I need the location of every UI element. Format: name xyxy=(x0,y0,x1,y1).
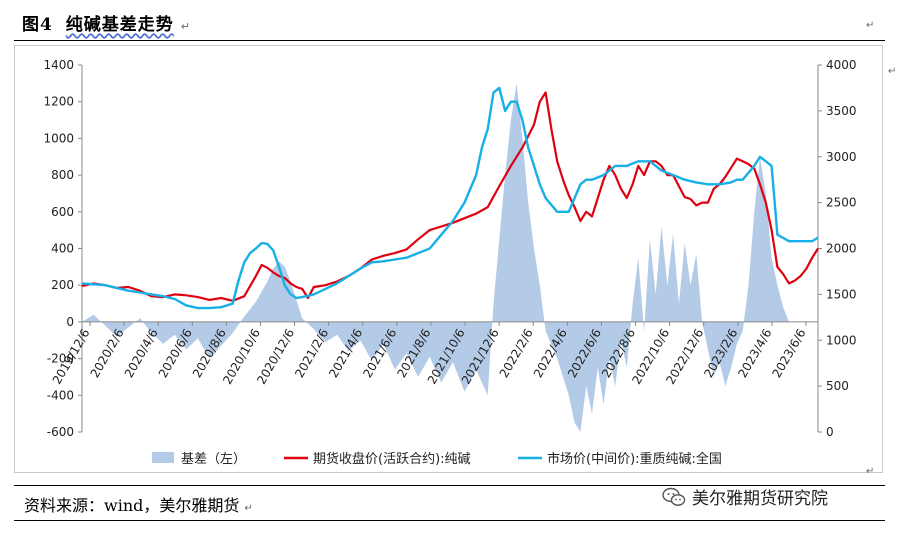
figure-number: 图4 xyxy=(22,15,53,35)
para-mark: ↵ xyxy=(888,66,897,77)
y-left-tick-label: 1400 xyxy=(43,58,74,72)
x-tick-label: 2022/2/6 xyxy=(497,326,536,380)
legend-label: 基差（左） xyxy=(181,452,246,467)
figure-title: 图4 纯碱基差走势 ↵ xyxy=(22,10,191,35)
basis-area-layer xyxy=(82,83,790,433)
line-layer xyxy=(81,86,819,310)
futures-price-line xyxy=(81,91,819,302)
y-left-tick-label: 400 xyxy=(51,242,74,256)
y-left-tick-label: -200 xyxy=(47,352,74,366)
source-text: 资料来源：wind，美尔雅期货 xyxy=(24,496,240,515)
legend-swatch xyxy=(152,452,174,463)
x-tick-label: 2023/6/6 xyxy=(770,326,809,380)
y-right-tick-label: 3000 xyxy=(826,150,857,164)
y-right-tick-label: 0 xyxy=(826,425,834,439)
source-rule-top xyxy=(14,485,885,486)
y-left-tick-label: 200 xyxy=(51,278,74,292)
axes-layer: -600 -400 -200 0 200 400 600 800 1000 1200 1400 0 50… xyxy=(43,58,856,439)
y-left-tick-label: 0 xyxy=(66,315,74,329)
spot-price-line xyxy=(81,86,819,310)
y-left-tick-label: 1200 xyxy=(43,95,74,109)
y-right-tick-label: 3500 xyxy=(826,104,857,118)
para-mark: ↵ xyxy=(244,503,253,514)
y-left-tick-label: -600 xyxy=(47,425,74,439)
title-rule xyxy=(14,40,885,41)
y-right-tick-label: 500 xyxy=(826,379,849,393)
y-left-tick-label: 1000 xyxy=(43,131,74,145)
watermark-text: 美尔雅期货研究院 xyxy=(692,489,828,509)
y-left-tick-label: 800 xyxy=(51,168,74,182)
y-left-tick-label: -400 xyxy=(47,388,74,402)
legend-label: 市场价(中间价):重质纯碱:全国 xyxy=(547,451,722,467)
legend: 基差（左） 期货收盘价(活跃合约):纯碱 市场价(中间价):重质纯碱:全国 xyxy=(152,451,722,467)
source-rule-bottom xyxy=(14,520,885,521)
y-right-tick-label: 1000 xyxy=(826,333,857,347)
para-mark: ↵ xyxy=(866,20,875,31)
y-left-tick-label: 600 xyxy=(51,205,74,219)
legend-label: 期货收盘价(活跃合约):纯碱 xyxy=(313,451,471,467)
y-right-tick-label: 1500 xyxy=(826,287,857,301)
chart-frame xyxy=(14,45,883,473)
x-tick-label: 2020/4/6 xyxy=(122,326,161,380)
legend-spot: 市场价(中间价):重质纯碱:全国 xyxy=(518,451,722,467)
x-tick-label: 2023/4/6 xyxy=(735,326,774,380)
x-tick-label: 2021/2/6 xyxy=(292,326,331,380)
wechat-icon xyxy=(662,487,686,506)
legend-basis: 基差（左） xyxy=(152,452,246,467)
figure-title-text: 纯碱基差走势 xyxy=(65,15,174,35)
y-right-tick-label: 4000 xyxy=(826,58,857,72)
legend-futures: 期货收盘价(活跃合约):纯碱 xyxy=(284,451,471,467)
source-note: 资料来源：wind，美尔雅期货 ↵ xyxy=(24,492,253,516)
para-mark: ↵ xyxy=(180,20,191,33)
x-tick-label: 2020/2/6 xyxy=(88,326,127,380)
watermark: 美尔雅期货研究院 xyxy=(662,484,828,509)
basis-chart: -600 -400 -200 0 200 400 600 800 1000 1200 1400 0 50… xyxy=(43,58,856,467)
y-right-tick-label: 2000 xyxy=(826,242,857,256)
y-right-tick-label: 2500 xyxy=(826,196,857,210)
basis-area xyxy=(82,83,790,433)
para-mark: ↵ xyxy=(866,466,875,477)
